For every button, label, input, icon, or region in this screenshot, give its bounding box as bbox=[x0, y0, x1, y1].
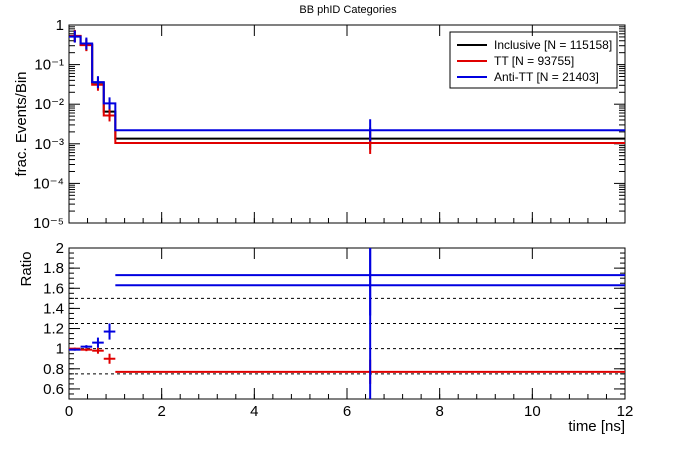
bottom-y-tick-label: 0.8 bbox=[43, 361, 64, 378]
bottom-y-tick-label: 1 bbox=[56, 341, 64, 358]
legend: Inclusive [N = 115158] TT [N = 93755] An… bbox=[449, 31, 618, 89]
chart-title: BB phID Categories bbox=[299, 4, 397, 16]
bottom-panel: 0.6 0.8 1 1.2 1.4 1.6 1.8 2 0 2 4 6 8 10 12 Ratio tim… bbox=[18, 25, 633, 435]
top-y-tick-label: 10⁻⁵ bbox=[33, 215, 64, 232]
bottom-y-tick-label: 1.8 bbox=[43, 260, 64, 277]
x-tick-label: 8 bbox=[435, 403, 443, 420]
top-y-tick-label: 10⁻⁴ bbox=[33, 175, 64, 192]
legend-label-inclusive: Inclusive [N = 115158] bbox=[494, 38, 612, 52]
top-y-tick-label: 10⁻³ bbox=[34, 136, 64, 153]
x-tick-label: 10 bbox=[524, 403, 541, 420]
top-y-axis-title: frac. Events/Bin bbox=[13, 71, 30, 176]
bottom-y-tick-label: 2 bbox=[56, 240, 64, 257]
bottom-y-tick-label: 1.6 bbox=[43, 280, 64, 297]
top-y-tick-label: 10⁻² bbox=[34, 96, 64, 113]
legend-label-tt: TT [N = 93755] bbox=[494, 54, 574, 68]
x-tick-label: 12 bbox=[617, 403, 634, 420]
x-tick-label: 0 bbox=[65, 403, 73, 420]
x-tick-label: 4 bbox=[250, 403, 258, 420]
top-y-tick-label: 1 bbox=[56, 17, 64, 34]
top-y-tick-label: 10⁻¹ bbox=[34, 57, 64, 74]
bottom-y-axis-title: Ratio bbox=[18, 251, 35, 286]
legend-label-anti-tt: Anti-TT [N = 21403] bbox=[494, 70, 599, 84]
x-tick-label: 6 bbox=[343, 403, 351, 420]
bottom-y-tick-label: 1.2 bbox=[43, 321, 64, 338]
top-panel: 10⁻⁵ 10⁻⁴ 10⁻³ 10⁻² 10⁻¹ 1 frac. Events/Bin bbox=[13, 17, 626, 232]
x-axis-title: time [ns] bbox=[568, 418, 625, 435]
bottom-y-tick-label: 0.6 bbox=[43, 381, 64, 398]
bottom-y-tick-label: 1.4 bbox=[43, 300, 64, 317]
x-tick-label: 2 bbox=[157, 403, 165, 420]
